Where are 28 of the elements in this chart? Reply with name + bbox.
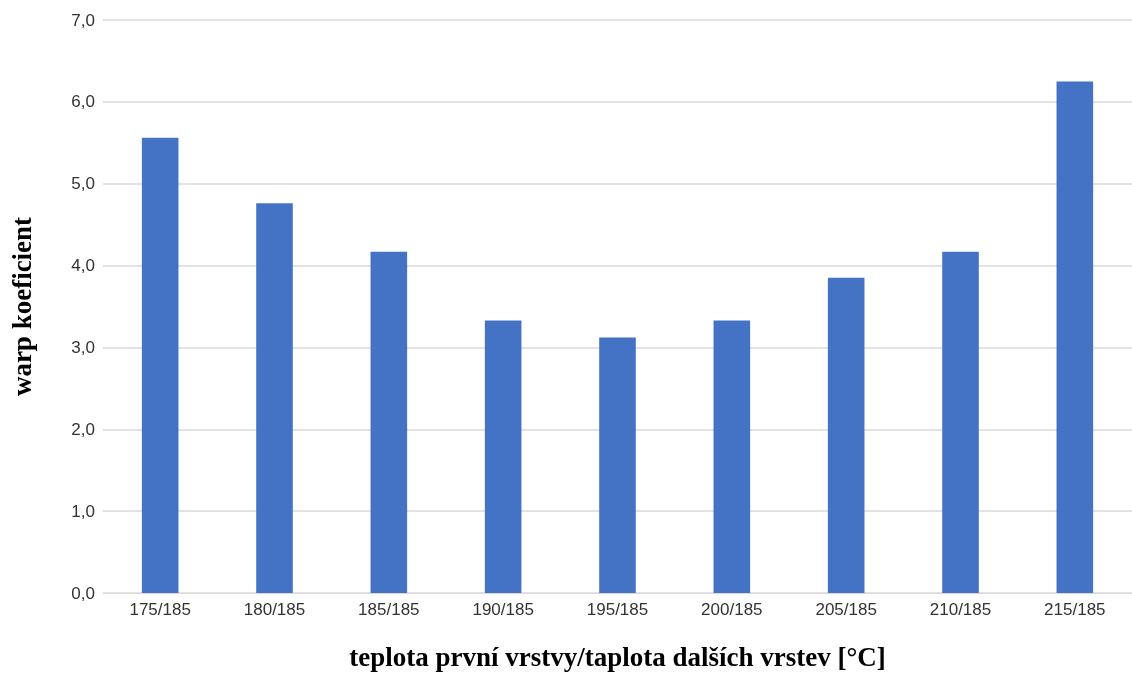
bar: [370, 251, 408, 593]
x-axis-title: teplota první vrstvy/taplota dalších vrstev [°C]: [349, 641, 886, 672]
x-tick-label: 195/185: [586, 600, 649, 619]
y-tick-label: 6,0: [71, 92, 95, 112]
bar: [599, 337, 636, 593]
bar: [141, 137, 179, 593]
bar: [942, 251, 979, 593]
x-tick-label: 215/185: [1044, 600, 1106, 619]
y-tick-label: 5,0: [71, 174, 95, 194]
y-tick-label: 2,0: [71, 419, 95, 439]
x-tick-label: 180/185: [243, 600, 306, 619]
x-tick-label: 175/185: [129, 600, 191, 619]
bar: [256, 203, 293, 593]
x-tick-label: 190/185: [472, 600, 534, 619]
y-axis-title: warp koeficient: [6, 216, 37, 397]
y-tick-label: 4,0: [71, 256, 95, 276]
y-tick-label: 7,0: [71, 10, 95, 30]
y-tick-label: 3,0: [71, 337, 95, 357]
x-tick-label: 185/185: [358, 600, 420, 619]
bar: [827, 277, 865, 593]
bar: [484, 320, 522, 593]
bar: [713, 320, 751, 593]
x-tick-label: 210/185: [929, 600, 992, 619]
x-tick-label: 200/185: [701, 600, 763, 619]
y-tick-label: 1,0: [71, 501, 95, 521]
y-tick-label: 0,0: [71, 583, 95, 603]
x-tick-label: 205/185: [815, 600, 877, 619]
bar: [1056, 81, 1094, 593]
